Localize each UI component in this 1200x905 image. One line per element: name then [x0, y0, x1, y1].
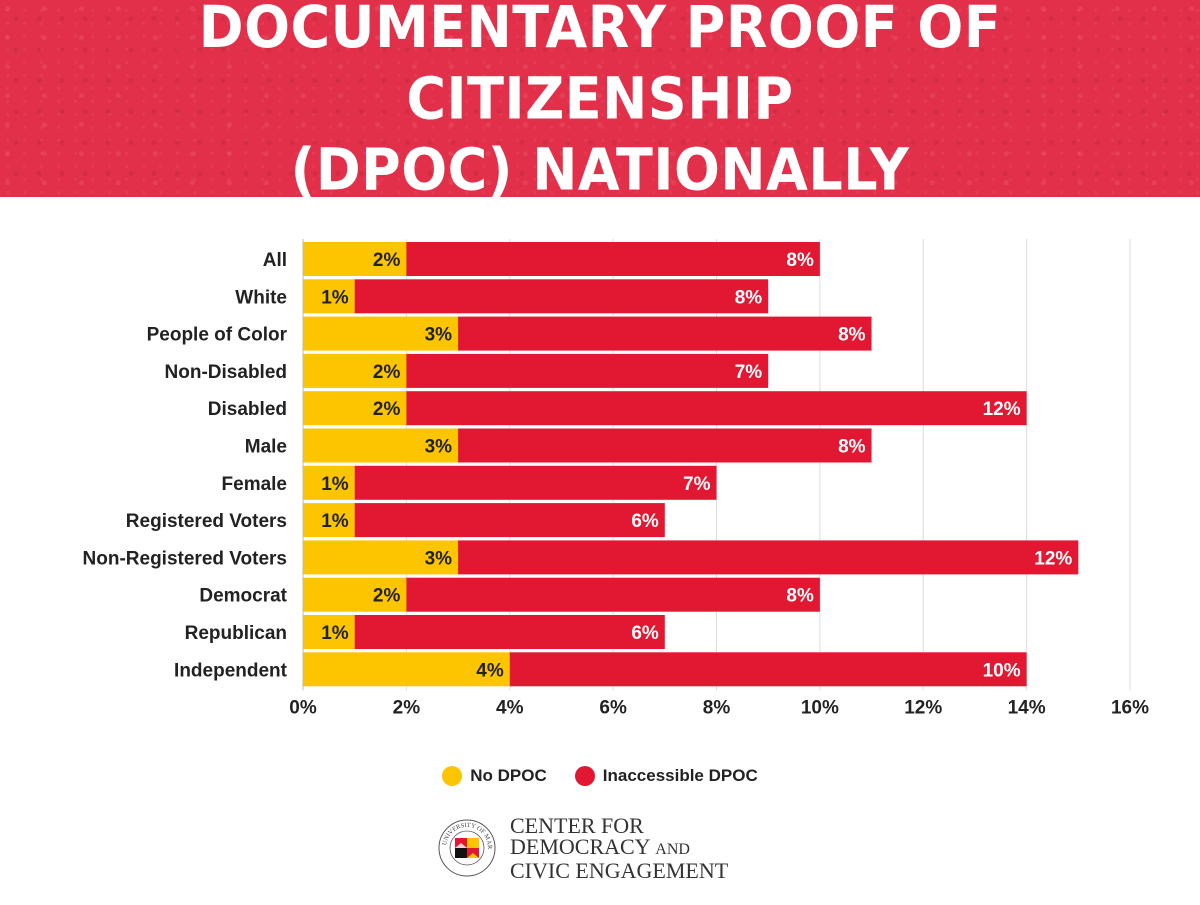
category-label: Non-Disabled [165, 362, 287, 383]
data-label: 7% [683, 474, 711, 495]
bar-segment [303, 316, 459, 351]
x-tick-label: 10% [801, 697, 839, 718]
bar-segment [406, 577, 820, 612]
legend-label-inaccessible-dpoc: Inaccessible DPOC [602, 766, 758, 785]
category-label: Republican [185, 623, 287, 644]
legend-swatch-no-dpoc [442, 766, 463, 786]
category-label: People of Color [147, 325, 288, 346]
data-label: 1% [321, 623, 349, 644]
logo-line-1: CENTER FOR [510, 813, 644, 838]
bar-segment [303, 353, 407, 388]
category-label: Independent [174, 660, 288, 681]
category-label: All [263, 250, 287, 271]
x-tick-label: 0% [289, 697, 317, 718]
legend-item-inaccessible-dpoc: Inaccessible DPOC [574, 766, 758, 786]
bar-segment [303, 279, 355, 314]
data-label: 8% [786, 586, 814, 607]
logo-line-2-democracy: DEMOCRACY [510, 834, 650, 859]
bar-segment [354, 465, 717, 500]
stacked-bar-chart: All 2% 8% White 1% 8% People of Color 3% 8% Non-D… [83, 239, 1149, 718]
category-label: Non-Registered Voters [83, 548, 287, 569]
category-label: Female [222, 474, 287, 495]
logo-line-3: CIVIC ENGAGEMENT [510, 858, 729, 883]
legend-label-no-dpoc: No DPOC [470, 766, 547, 785]
data-label: 12% [1034, 548, 1072, 569]
bar-segment [303, 465, 355, 500]
data-label: 1% [321, 474, 349, 495]
category-label: Disabled [208, 399, 287, 420]
center-name: CENTER FOR DEMOCRACY AND CIVIC ENGAGEMEN… [510, 813, 729, 883]
x-tick-label: 2% [393, 697, 421, 718]
logo-line-2: DEMOCRACY AND [510, 836, 728, 860]
bar-segment [354, 279, 769, 314]
bar-segment [303, 577, 407, 612]
data-label: 8% [786, 250, 814, 271]
bar-segment [303, 540, 459, 575]
data-label: 8% [838, 325, 866, 346]
data-label: 1% [321, 287, 349, 308]
title-banner: DOCUMENTARY PROOF OF CITIZENSHIP (DPOC) … [0, 0, 1200, 203]
bar-segment [458, 540, 1079, 575]
bar-segment [303, 428, 459, 463]
x-tick-label: 12% [904, 697, 942, 718]
data-label: 2% [373, 250, 401, 271]
bar-segment [354, 615, 665, 649]
data-label: 4% [476, 660, 504, 681]
bar-segment [458, 428, 872, 463]
data-label: 8% [838, 437, 866, 458]
data-label: 3% [425, 325, 453, 346]
data-label: 2% [373, 362, 401, 383]
category-label: Male [245, 437, 287, 458]
category-label: Registered Voters [126, 511, 287, 532]
data-label: 7% [735, 362, 763, 383]
data-label: 10% [983, 660, 1021, 681]
chart-title-line-2: (DPOC) NATIONALLY [290, 135, 910, 204]
category-label: Democrat [199, 586, 287, 607]
bar-segment [406, 242, 820, 276]
data-label: 8% [735, 287, 763, 308]
data-label: 6% [631, 623, 659, 644]
chart-title-line-1: DOCUMENTARY PROOF OF CITIZENSHIP [198, 0, 1002, 132]
bar-segment [406, 391, 1027, 426]
bar-segment [406, 353, 769, 388]
category-label: White [235, 287, 287, 308]
x-tick-label: 16% [1111, 697, 1149, 718]
data-label: 2% [373, 399, 401, 420]
data-label: 6% [631, 511, 659, 532]
data-label: 2% [373, 586, 401, 607]
chart-title: DOCUMENTARY PROOF OF CITIZENSHIP (DPOC) … [0, 0, 1200, 205]
data-label: 1% [321, 511, 349, 532]
legend-swatch-inaccessible-dpoc [574, 766, 595, 786]
university-seal-icon: UNIVERSITY OF MARYLAND [438, 819, 496, 877]
bar-segment [303, 652, 510, 687]
x-tick-label: 8% [703, 697, 731, 718]
x-tick-label: 14% [1008, 697, 1046, 718]
logo-line-2-and: AND [655, 841, 690, 858]
bar-segment [458, 316, 872, 351]
bar-segment [509, 652, 1027, 687]
bar-segment [303, 242, 407, 276]
bar-segment [303, 503, 355, 538]
bar-segment [303, 615, 355, 649]
x-tick-label: 6% [599, 697, 627, 718]
x-tick-label: 4% [496, 697, 524, 718]
bar-segment [303, 391, 407, 426]
bar-segment [354, 503, 665, 538]
center-logo: UNIVERSITY OF MARYLAND CENTER FOR DEMOCR… [438, 813, 729, 883]
legend: No DPOC Inaccessible DPOC [0, 766, 1200, 786]
data-label: 12% [983, 399, 1021, 420]
data-label: 3% [425, 437, 453, 458]
legend-item-no-dpoc: No DPOC [442, 766, 547, 786]
data-label: 3% [425, 548, 453, 569]
